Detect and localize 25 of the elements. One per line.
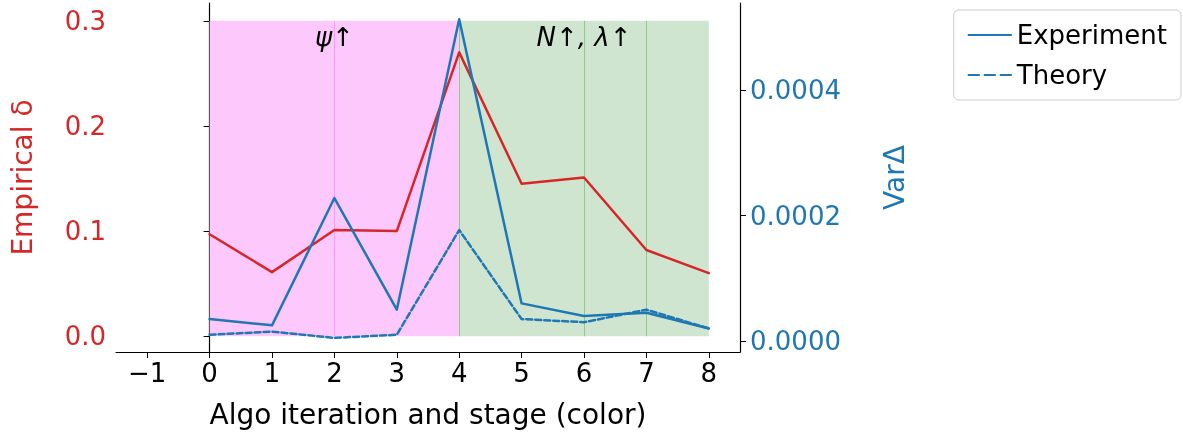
- y2-tick-label: 0.0000: [750, 326, 841, 357]
- y-tick-label: 0.0: [64, 321, 106, 352]
- y-tick-label: 0.1: [64, 216, 106, 247]
- legend-label: Theory: [1015, 60, 1108, 90]
- y-tick-label: 0.3: [64, 5, 106, 36]
- x-axis-title: Algo iteration and stage (color): [209, 397, 647, 431]
- x-tick-label: 6: [575, 358, 593, 388]
- line-series: [208, 51, 711, 275]
- x-tick-label: 4: [450, 358, 468, 388]
- y2-axis-title: VarΔ: [877, 145, 911, 210]
- x-tick-label: −1: [128, 358, 167, 388]
- x-tick-label: 2: [326, 358, 343, 388]
- annotation: ψ↑: [314, 21, 354, 52]
- y-tick-label: 0.2: [64, 110, 106, 141]
- x-tick-label: 7: [638, 358, 655, 388]
- y2-tick-label: 0.0002: [750, 200, 841, 231]
- y-axis-title: Empirical δ: [5, 99, 39, 256]
- legend-label: Experiment: [1016, 20, 1168, 50]
- annotation: N↑, λ↑: [536, 21, 632, 52]
- x-tick-label: 3: [388, 358, 406, 388]
- x-tick-label: 5: [513, 358, 530, 388]
- x-tick-label: 8: [700, 358, 718, 388]
- x-tick-label: 1: [263, 358, 281, 388]
- y2-tick-label: 0.0004: [750, 75, 841, 106]
- x-tick-label: 0: [201, 358, 218, 388]
